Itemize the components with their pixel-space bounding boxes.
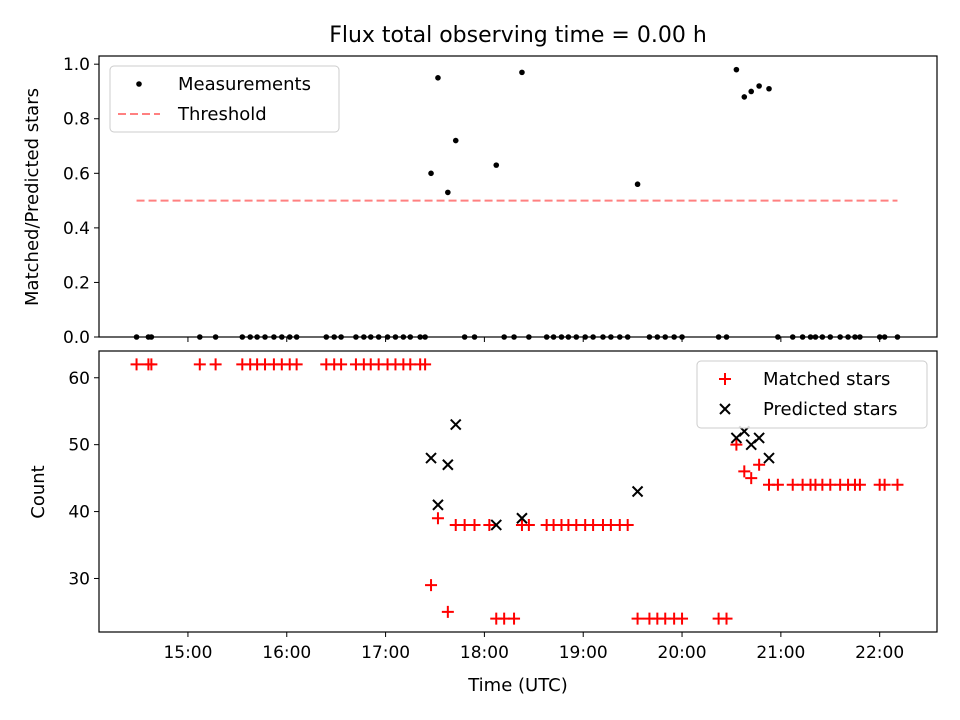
legend-matched-marker	[719, 373, 731, 385]
measurement-point	[733, 66, 740, 73]
legend-predicted-label: Predicted stars	[763, 399, 897, 420]
matched-stars-point	[431, 512, 444, 525]
predicted-stars-point	[516, 512, 528, 524]
legend-measurements-marker	[136, 81, 142, 87]
x-tick-label: 18:00	[460, 643, 509, 663]
ratio-y-tick-label: 0.4	[63, 219, 90, 239]
count-axes-frame	[98, 350, 938, 633]
measurement-point	[766, 85, 772, 92]
ratio-axis-ticks: 0.0 0.2 0.4 0.6 0.8 1.0	[63, 55, 881, 348]
matched-stars-point	[145, 358, 158, 371]
x-tick-label: 21:00	[756, 643, 805, 663]
predicted-stars-point	[753, 432, 765, 444]
matched-stars-point	[720, 612, 733, 625]
legend-measurements-label: Measurements	[178, 74, 311, 95]
matched-stars-point	[730, 438, 743, 451]
matched-stars-point	[738, 465, 751, 478]
matched-stars-point	[425, 579, 438, 592]
matched-stars-point	[441, 605, 454, 618]
count-legend-box	[696, 360, 928, 429]
matched-stars-point	[621, 518, 634, 531]
ratio-y-tick-label: 0.0	[63, 328, 90, 348]
measurement-point	[435, 75, 441, 81]
x-axis-label: Time (UTC)	[467, 675, 568, 696]
measurement-point	[741, 94, 748, 100]
predicted-stars-point	[450, 418, 462, 431]
matched-stars-point	[878, 478, 891, 491]
x-tick-label: 22:00	[855, 643, 904, 663]
figure-title: Flux total observing time = 0.00 h	[329, 23, 707, 48]
ratio-y-axis-label: Matched/Predicted stars	[22, 88, 43, 306]
x-tick-label: 19:00	[559, 643, 608, 663]
matched-stars-point	[631, 612, 644, 625]
legend-matched-label: Matched stars	[763, 369, 890, 390]
predicted-stars-point	[432, 499, 444, 511]
matched-stars-point	[753, 458, 766, 471]
ratio-y-tick-label: 1.0	[63, 55, 90, 75]
matched-stars-point	[193, 358, 206, 371]
matched-stars-point	[891, 478, 904, 491]
count-plot-area	[130, 358, 904, 625]
measurement-point	[634, 181, 641, 188]
ratio-y-tick-label: 0.6	[63, 164, 90, 184]
measurement-point	[748, 88, 755, 95]
matched-stars-point	[522, 518, 535, 531]
predicted-stars-point	[425, 452, 437, 464]
matched-stars-point	[508, 612, 521, 625]
legend-threshold-label: Threshold	[177, 104, 267, 125]
matched-stars-point	[419, 358, 432, 371]
count-legend: Matched stars Predicted stars	[696, 360, 928, 429]
count-y-tick-label: 60	[68, 369, 90, 389]
measurement-point	[428, 170, 434, 177]
x-tick-label: 17:00	[361, 643, 410, 663]
ratio-legend-box	[109, 65, 340, 133]
count-y-tick-label: 30	[68, 569, 90, 589]
matched-stars-point	[290, 358, 303, 371]
matched-stars-point	[468, 518, 481, 531]
matched-stars-point	[130, 358, 143, 371]
measurement-point	[493, 162, 500, 168]
matched-stars-point	[209, 358, 222, 371]
matched-stars-point	[676, 612, 689, 625]
measurement-point	[519, 69, 525, 76]
count-axis-ticks: 30 40 50 60 15:00 16:00 17:00 18:00 19:00 20:00 21…	[68, 369, 904, 663]
measurement-point	[756, 83, 762, 89]
ratio-y-tick-label: 0.2	[63, 273, 90, 293]
predicted-stars-point	[631, 485, 644, 498]
count-panel: 30 40 50 60 15:00 16:00 17:00 18:00 19:00 20:00 21…	[28, 350, 938, 696]
ratio-axes-frame	[98, 55, 938, 338]
ratio-y-tick-label: 0.8	[63, 110, 90, 130]
predicted-stars-point	[442, 459, 454, 471]
legend-predicted-marker	[719, 403, 731, 415]
x-tick-label: 16:00	[262, 643, 311, 663]
x-tick-label: 20:00	[658, 643, 707, 663]
x-tick-label: 15:00	[163, 643, 212, 663]
predicted-stars-point	[490, 519, 502, 531]
count-y-tick-label: 40	[68, 503, 90, 523]
matched-stars-point	[771, 478, 784, 491]
measurement-point	[445, 189, 451, 196]
predicted-stars-point	[763, 452, 775, 464]
count-y-axis-label: Count	[28, 465, 49, 518]
count-y-tick-label: 50	[68, 436, 90, 456]
matched-stars-point	[483, 518, 496, 531]
matched-stars-point	[853, 478, 866, 491]
matched-stars-point	[745, 472, 758, 485]
measurement-point	[452, 137, 459, 144]
matched-stars-point	[335, 358, 348, 371]
ratio-legend: Measurements Threshold	[109, 65, 340, 133]
ratio-panel: 0.0 0.2 0.4 0.6 0.8 1.0 Matched/Predicted sta…	[22, 55, 938, 348]
